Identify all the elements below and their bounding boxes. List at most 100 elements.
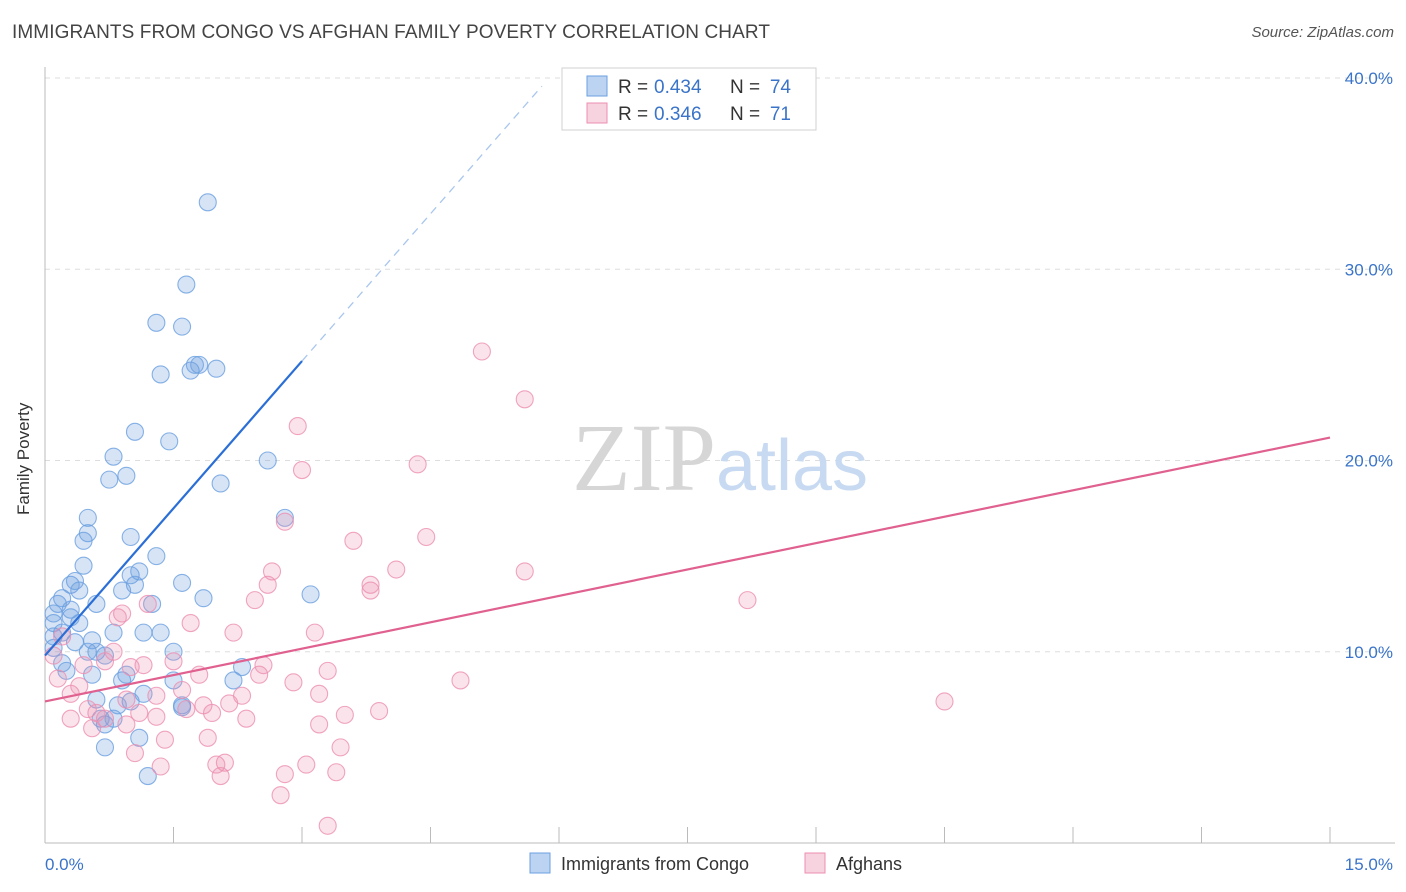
afghans-point xyxy=(104,642,123,661)
source-label: Source: ZipAtlas.com xyxy=(1251,24,1394,41)
afghans-point xyxy=(361,575,380,594)
afghans-point xyxy=(177,700,196,719)
congo-point xyxy=(130,728,149,747)
congo-point xyxy=(198,193,217,212)
afghans-point xyxy=(155,730,174,749)
afghans-point xyxy=(203,703,222,723)
legend-box: R = 0.434 N = 74 R = 0.346 N = 71 xyxy=(561,67,817,131)
afghans-point xyxy=(515,390,534,409)
congo-point xyxy=(61,600,80,619)
afghans-point xyxy=(147,707,166,726)
legend-swatch xyxy=(586,102,608,124)
congo-point xyxy=(211,474,230,493)
afghans-point xyxy=(271,786,290,805)
series-1-points xyxy=(44,342,954,835)
afghans-point xyxy=(515,562,534,581)
legend-n-label: N = xyxy=(730,77,760,98)
afghans-point xyxy=(258,575,277,594)
afghans-point xyxy=(387,560,406,579)
legend-n-value: 71 xyxy=(770,104,791,125)
congo-point xyxy=(301,585,320,604)
afghans-point xyxy=(181,614,200,633)
y-tick-label: 40.0% xyxy=(1345,69,1393,88)
congo-point xyxy=(143,594,162,613)
congo-point xyxy=(121,566,140,585)
congo-point xyxy=(177,275,196,294)
congo-point xyxy=(74,556,93,575)
legend-r-value: 0.434 xyxy=(654,77,702,98)
congo-point xyxy=(207,359,226,378)
afghans-point xyxy=(245,591,264,610)
series-0-points xyxy=(44,193,320,786)
afghans-point xyxy=(738,591,757,610)
afghans-point xyxy=(151,757,170,776)
afghans-point xyxy=(164,652,183,671)
afghans-point xyxy=(284,673,303,692)
legend-r-label: R = xyxy=(618,104,648,125)
watermark: ZIPatlas xyxy=(572,404,868,511)
afghans-point xyxy=(361,581,380,600)
afghans-point xyxy=(417,527,436,547)
afghans-point xyxy=(451,671,470,690)
afghans-point xyxy=(370,701,389,721)
legend-r-value: 0.346 xyxy=(654,104,702,125)
congo-trend-line xyxy=(44,360,303,657)
afghans-point xyxy=(310,684,329,703)
y-tick-label: 20.0% xyxy=(1345,452,1393,471)
afghans-point xyxy=(48,669,67,688)
afghans-point xyxy=(310,715,329,734)
congo-point xyxy=(138,767,157,786)
congo-point xyxy=(83,631,102,650)
congo-point xyxy=(147,547,166,566)
congo-point xyxy=(164,642,183,661)
congo-point xyxy=(224,671,243,690)
congo-point xyxy=(53,623,72,642)
congo-point xyxy=(160,432,179,451)
afghans-point xyxy=(44,646,63,665)
chart-title: IMMIGRANTS FROM CONGO VS AFGHAN FAMILY P… xyxy=(12,22,771,43)
bottom-legend-swatch xyxy=(804,852,826,874)
afghans-point xyxy=(134,656,153,675)
congo-point xyxy=(44,604,63,623)
afghans-point xyxy=(211,767,230,786)
congo-point xyxy=(117,466,136,485)
x-tick-label: 15.0% xyxy=(1345,855,1393,874)
afghans-point xyxy=(327,763,346,782)
legend-n-value: 74 xyxy=(770,77,792,98)
congo-point xyxy=(151,365,170,384)
afghans-point xyxy=(275,512,294,531)
afghans-point xyxy=(147,686,166,705)
y-tick-label: 30.0% xyxy=(1345,260,1393,279)
afghans-point xyxy=(130,703,149,723)
afghans-point xyxy=(198,728,217,747)
congo-point xyxy=(70,581,89,600)
afghans-point xyxy=(344,531,363,550)
afghans-point xyxy=(335,705,354,724)
afghans-point xyxy=(173,680,192,700)
congo-point xyxy=(151,623,170,642)
congo-point xyxy=(78,508,97,527)
congo-point xyxy=(65,571,85,591)
congo-point xyxy=(173,317,192,336)
congo-trend-extension xyxy=(301,85,543,362)
congo-point xyxy=(95,646,115,665)
afghans-point xyxy=(250,665,269,684)
congo-point xyxy=(70,614,89,633)
congo-point xyxy=(104,447,123,466)
afghans-point xyxy=(117,715,136,734)
afghans-trend-line xyxy=(44,436,1331,703)
bottom-legend: Immigrants from Congo Afghans xyxy=(529,852,902,874)
afghans-point xyxy=(61,709,80,728)
bottom-legend-swatch xyxy=(529,852,551,874)
afghans-point xyxy=(408,455,427,474)
afghans-point xyxy=(237,709,256,728)
afghans-point xyxy=(288,417,307,436)
congo-point xyxy=(275,508,294,527)
afghans-point xyxy=(232,686,252,705)
congo-point xyxy=(185,355,204,374)
afghans-point xyxy=(935,692,954,711)
congo-point xyxy=(147,313,166,332)
afghans-point xyxy=(318,816,337,835)
congo-point xyxy=(125,422,144,441)
